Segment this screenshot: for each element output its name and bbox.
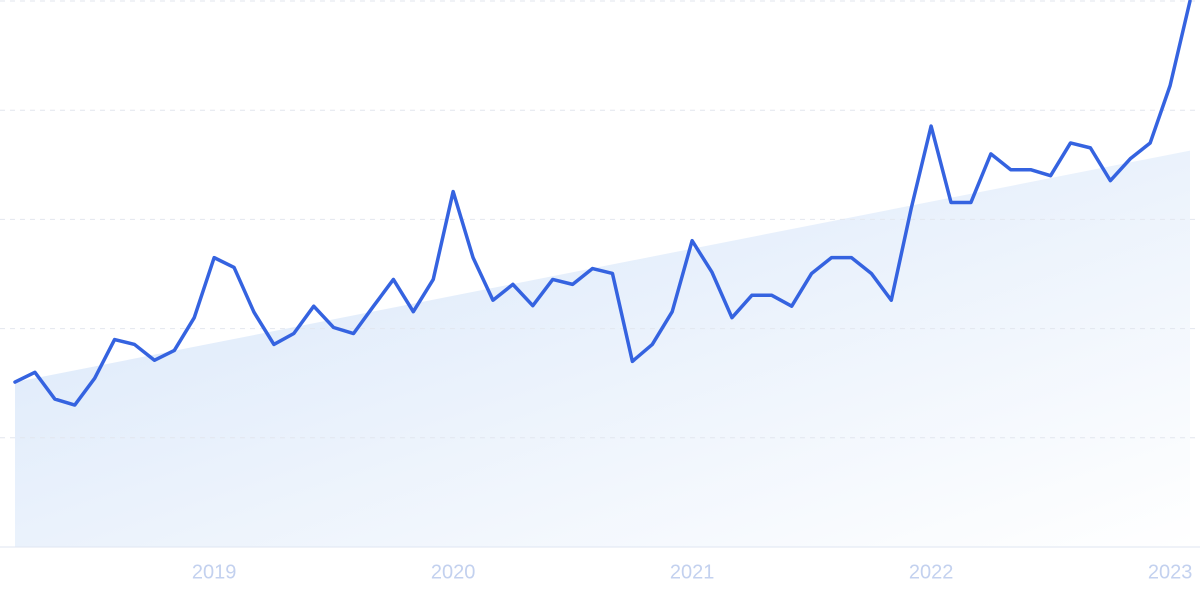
x-tick-label: 2023 xyxy=(1148,561,1193,583)
x-tick-label: 2020 xyxy=(431,561,476,583)
x-tick-label: 2021 xyxy=(670,561,715,583)
line xyxy=(13,0,1192,407)
x-tick-label: 2022 xyxy=(909,561,954,583)
trend-area xyxy=(15,150,1190,547)
x-tick-label: 2019 xyxy=(192,561,237,583)
